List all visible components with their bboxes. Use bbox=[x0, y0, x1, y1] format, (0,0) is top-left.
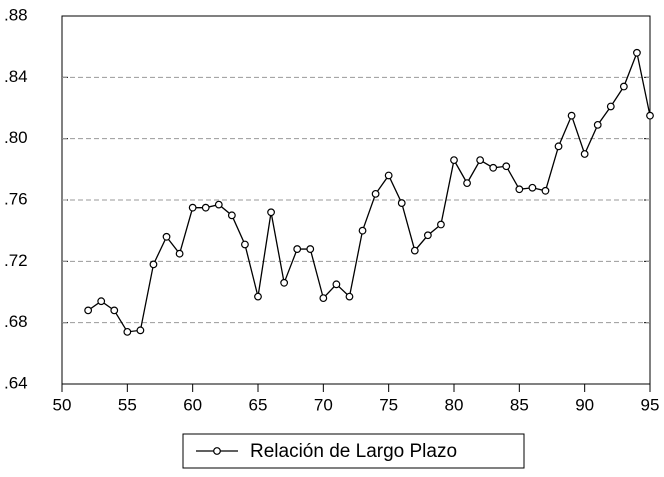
y-tick-label: .72 bbox=[4, 251, 28, 270]
x-tick-label: 60 bbox=[183, 395, 202, 414]
x-tick-label: 50 bbox=[53, 395, 72, 414]
data-point bbox=[149, 260, 158, 269]
data-point bbox=[541, 186, 550, 195]
data-point bbox=[201, 203, 210, 212]
data-point bbox=[227, 211, 236, 220]
data-point bbox=[293, 245, 302, 253]
data-point bbox=[502, 162, 511, 171]
data-point bbox=[463, 179, 471, 188]
data-point bbox=[254, 292, 262, 301]
y-tick-label: .80 bbox=[4, 128, 28, 147]
x-tick-label: 85 bbox=[510, 395, 529, 414]
x-tick-label: 75 bbox=[379, 395, 398, 414]
data-point bbox=[437, 220, 445, 229]
legend-marker bbox=[213, 447, 221, 455]
data-point bbox=[175, 249, 184, 258]
x-tick-label: 95 bbox=[641, 395, 660, 414]
data-point bbox=[593, 120, 602, 129]
y-tick-label: .88 bbox=[4, 5, 28, 24]
data-point bbox=[384, 171, 393, 180]
data-point bbox=[345, 292, 354, 301]
data-point bbox=[214, 200, 223, 209]
x-tick-label: 70 bbox=[314, 395, 333, 414]
data-point bbox=[554, 142, 563, 151]
x-tick-label: 80 bbox=[445, 395, 464, 414]
data-point bbox=[410, 246, 419, 255]
x-tick-label: 65 bbox=[249, 395, 268, 414]
series-line bbox=[87, 50, 651, 333]
x-tick-label: 90 bbox=[575, 395, 594, 414]
data-point bbox=[358, 226, 367, 235]
data-point bbox=[580, 150, 589, 158]
data-point bbox=[397, 199, 406, 207]
data-point bbox=[280, 278, 289, 287]
legend-box bbox=[182, 433, 525, 469]
data-point bbox=[633, 48, 641, 57]
data-point bbox=[489, 163, 498, 172]
legend-label: Relación de Largo Plazo bbox=[250, 441, 457, 462]
data-point bbox=[646, 111, 654, 120]
data-point bbox=[241, 240, 249, 249]
y-tick-label: .68 bbox=[4, 312, 28, 331]
y-tick-label: .76 bbox=[4, 189, 28, 208]
data-point bbox=[162, 232, 171, 241]
data-point bbox=[528, 183, 537, 192]
data-point bbox=[188, 203, 197, 212]
data-point bbox=[123, 327, 132, 336]
data-point bbox=[136, 326, 145, 335]
data-point bbox=[110, 306, 119, 315]
y-tick-label: .84 bbox=[4, 67, 28, 86]
data-point bbox=[332, 280, 341, 289]
y-tick-label: .64 bbox=[4, 373, 28, 392]
x-tick-label: 55 bbox=[118, 395, 137, 414]
data-point bbox=[97, 297, 106, 306]
data-point bbox=[606, 102, 615, 111]
data-point bbox=[619, 82, 628, 91]
data-point bbox=[84, 306, 93, 315]
data-point bbox=[515, 185, 524, 194]
data-point bbox=[371, 189, 380, 198]
data-point bbox=[306, 245, 315, 253]
data-point bbox=[450, 156, 458, 165]
data-point bbox=[423, 231, 432, 240]
data-point bbox=[476, 156, 485, 165]
data-point bbox=[567, 111, 576, 120]
data-point bbox=[319, 294, 328, 303]
data-point bbox=[267, 208, 275, 217]
